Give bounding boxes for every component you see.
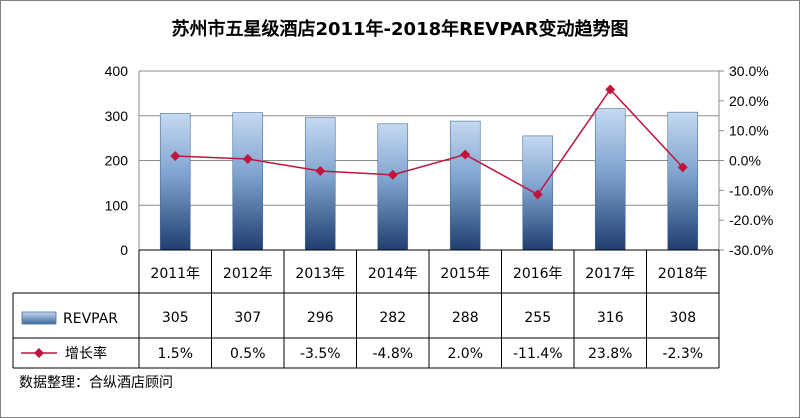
category-label: 2011年 xyxy=(150,266,200,282)
left-axis-ticks: 0 100 200 300 400 xyxy=(105,63,129,258)
revpar-value-label: 307 xyxy=(234,310,261,326)
legend-revpar-swatch xyxy=(21,311,57,325)
right-tick-label: -20.0% xyxy=(729,212,773,228)
growth-value-label: -2.3% xyxy=(662,346,703,362)
left-tick-label: 100 xyxy=(105,197,129,213)
growth-value-label: -3.5% xyxy=(300,346,341,362)
revpar-bar xyxy=(304,117,336,251)
gridlines xyxy=(138,70,720,251)
growth-line xyxy=(170,84,688,200)
left-tick-label: 300 xyxy=(105,108,129,124)
right-tick-label: 0.0% xyxy=(729,153,761,169)
category-label: 2014年 xyxy=(368,266,418,282)
revpar-value-label: 288 xyxy=(452,310,479,326)
growth-value-label: 23.8% xyxy=(588,346,632,362)
legend-revpar-label: REVPAR xyxy=(63,311,118,327)
category-label: 2017年 xyxy=(585,266,635,282)
growth-series-line xyxy=(175,88,684,196)
legend-revpar: REVPAR xyxy=(21,311,118,327)
category-label: 2012年 xyxy=(223,266,273,282)
category-label: 2013年 xyxy=(295,266,345,282)
growth-point xyxy=(315,165,326,176)
right-tick-label: 10.0% xyxy=(729,123,769,139)
revpar-value-label: 305 xyxy=(162,310,189,326)
right-tick-label: -30.0% xyxy=(729,242,773,258)
revpar-bar xyxy=(667,111,699,251)
growth-value-label: -11.4% xyxy=(513,346,563,362)
category-label: 2018年 xyxy=(658,266,708,282)
left-tick-label: 400 xyxy=(105,63,129,79)
data-table: REVPAR 增长率 2011年 305 1.5% 2012年 307 0.5% 2013年… xyxy=(12,249,720,369)
source-note: 数据整理：合纵酒店顾问 xyxy=(19,375,173,391)
growth-point xyxy=(387,169,398,180)
left-tick-label: 200 xyxy=(105,153,129,169)
legend-growth-marker xyxy=(34,348,44,358)
revpar-bar xyxy=(377,123,409,251)
left-tick-label: 0 xyxy=(120,242,128,258)
growth-value-label: -4.8% xyxy=(372,346,413,362)
category-label: 2016年 xyxy=(513,266,563,282)
growth-point xyxy=(460,149,471,160)
growth-point xyxy=(170,151,181,161)
revpar-bar xyxy=(232,112,264,251)
category-label: 2015年 xyxy=(440,266,490,282)
growth-point xyxy=(677,162,688,173)
revpar-bars xyxy=(159,108,699,251)
growth-point xyxy=(242,154,253,164)
legend-growth-label: 增长率 xyxy=(65,345,107,362)
chart-title: 苏州市五星级酒店2011年-2018年REVPAR变动趋势图 xyxy=(171,18,628,40)
growth-value-label: 1.5% xyxy=(157,346,193,362)
revpar-value-label: 308 xyxy=(669,310,696,326)
revpar-value-label: 282 xyxy=(379,310,406,326)
right-axis-ticks: 30.0% 20.0% 10.0% 0.0% -10.0% -20.0% -30.0% xyxy=(719,63,773,258)
growth-point xyxy=(605,84,616,95)
growth-point xyxy=(532,189,543,200)
growth-value-label: 2.0% xyxy=(447,346,483,362)
revpar-value-label: 296 xyxy=(307,310,334,326)
right-tick-label: 20.0% xyxy=(729,93,769,109)
revpar-bar xyxy=(449,120,481,251)
right-tick-label: -10.0% xyxy=(729,182,773,198)
revpar-value-label: 316 xyxy=(597,310,624,326)
revpar-bar xyxy=(159,113,191,251)
right-tick-label: 30.0% xyxy=(729,63,769,79)
legend-growth: 增长率 xyxy=(21,345,107,362)
revpar-bar xyxy=(594,108,626,251)
revpar-value-label: 255 xyxy=(524,310,551,326)
growth-value-label: 0.5% xyxy=(230,346,266,362)
